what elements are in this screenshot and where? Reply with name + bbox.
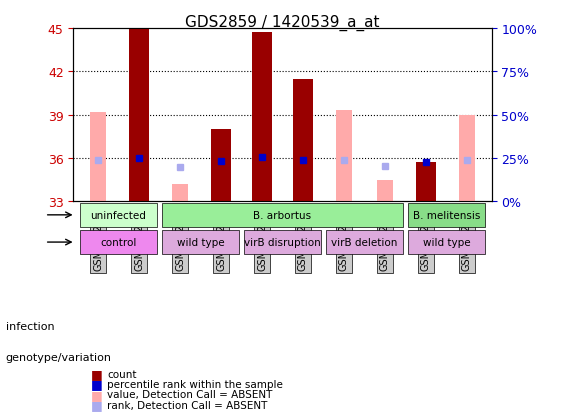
Bar — [129, 29, 149, 202]
Text: value, Detection Call = ABSENT: value, Detection Call = ABSENT — [107, 389, 273, 399]
FancyBboxPatch shape — [80, 203, 158, 228]
Text: control: control — [101, 237, 137, 247]
Bar — [459, 115, 475, 202]
Bar — [336, 111, 352, 202]
FancyBboxPatch shape — [325, 230, 403, 255]
Text: ■: ■ — [90, 398, 102, 411]
Text: genotype/variation: genotype/variation — [6, 352, 112, 362]
Text: virB disruption: virB disruption — [244, 237, 321, 247]
Bar — [90, 112, 106, 202]
FancyBboxPatch shape — [407, 203, 485, 228]
Text: infection: infection — [6, 321, 54, 331]
Text: ■: ■ — [90, 377, 102, 391]
Text: B. melitensis: B. melitensis — [413, 210, 480, 220]
Text: wild type: wild type — [177, 237, 224, 247]
FancyBboxPatch shape — [244, 230, 321, 255]
Bar — [211, 130, 231, 202]
FancyBboxPatch shape — [162, 203, 403, 228]
Text: count: count — [107, 369, 137, 379]
Text: ■: ■ — [90, 388, 102, 401]
Text: virB deletion: virB deletion — [331, 237, 398, 247]
Bar — [377, 180, 393, 202]
Text: percentile rank within the sample: percentile rank within the sample — [107, 379, 283, 389]
FancyBboxPatch shape — [80, 230, 158, 255]
Bar — [416, 163, 436, 202]
Text: ■: ■ — [90, 367, 102, 380]
Bar — [172, 185, 188, 202]
Bar — [252, 33, 272, 202]
Text: B. arbortus: B. arbortus — [254, 210, 311, 220]
Bar — [293, 79, 313, 202]
Text: GDS2859 / 1420539_a_at: GDS2859 / 1420539_a_at — [185, 14, 380, 31]
Text: wild type: wild type — [423, 237, 470, 247]
Text: uninfected: uninfected — [90, 210, 146, 220]
Text: rank, Detection Call = ABSENT: rank, Detection Call = ABSENT — [107, 400, 268, 410]
FancyBboxPatch shape — [162, 230, 240, 255]
FancyBboxPatch shape — [407, 230, 485, 255]
